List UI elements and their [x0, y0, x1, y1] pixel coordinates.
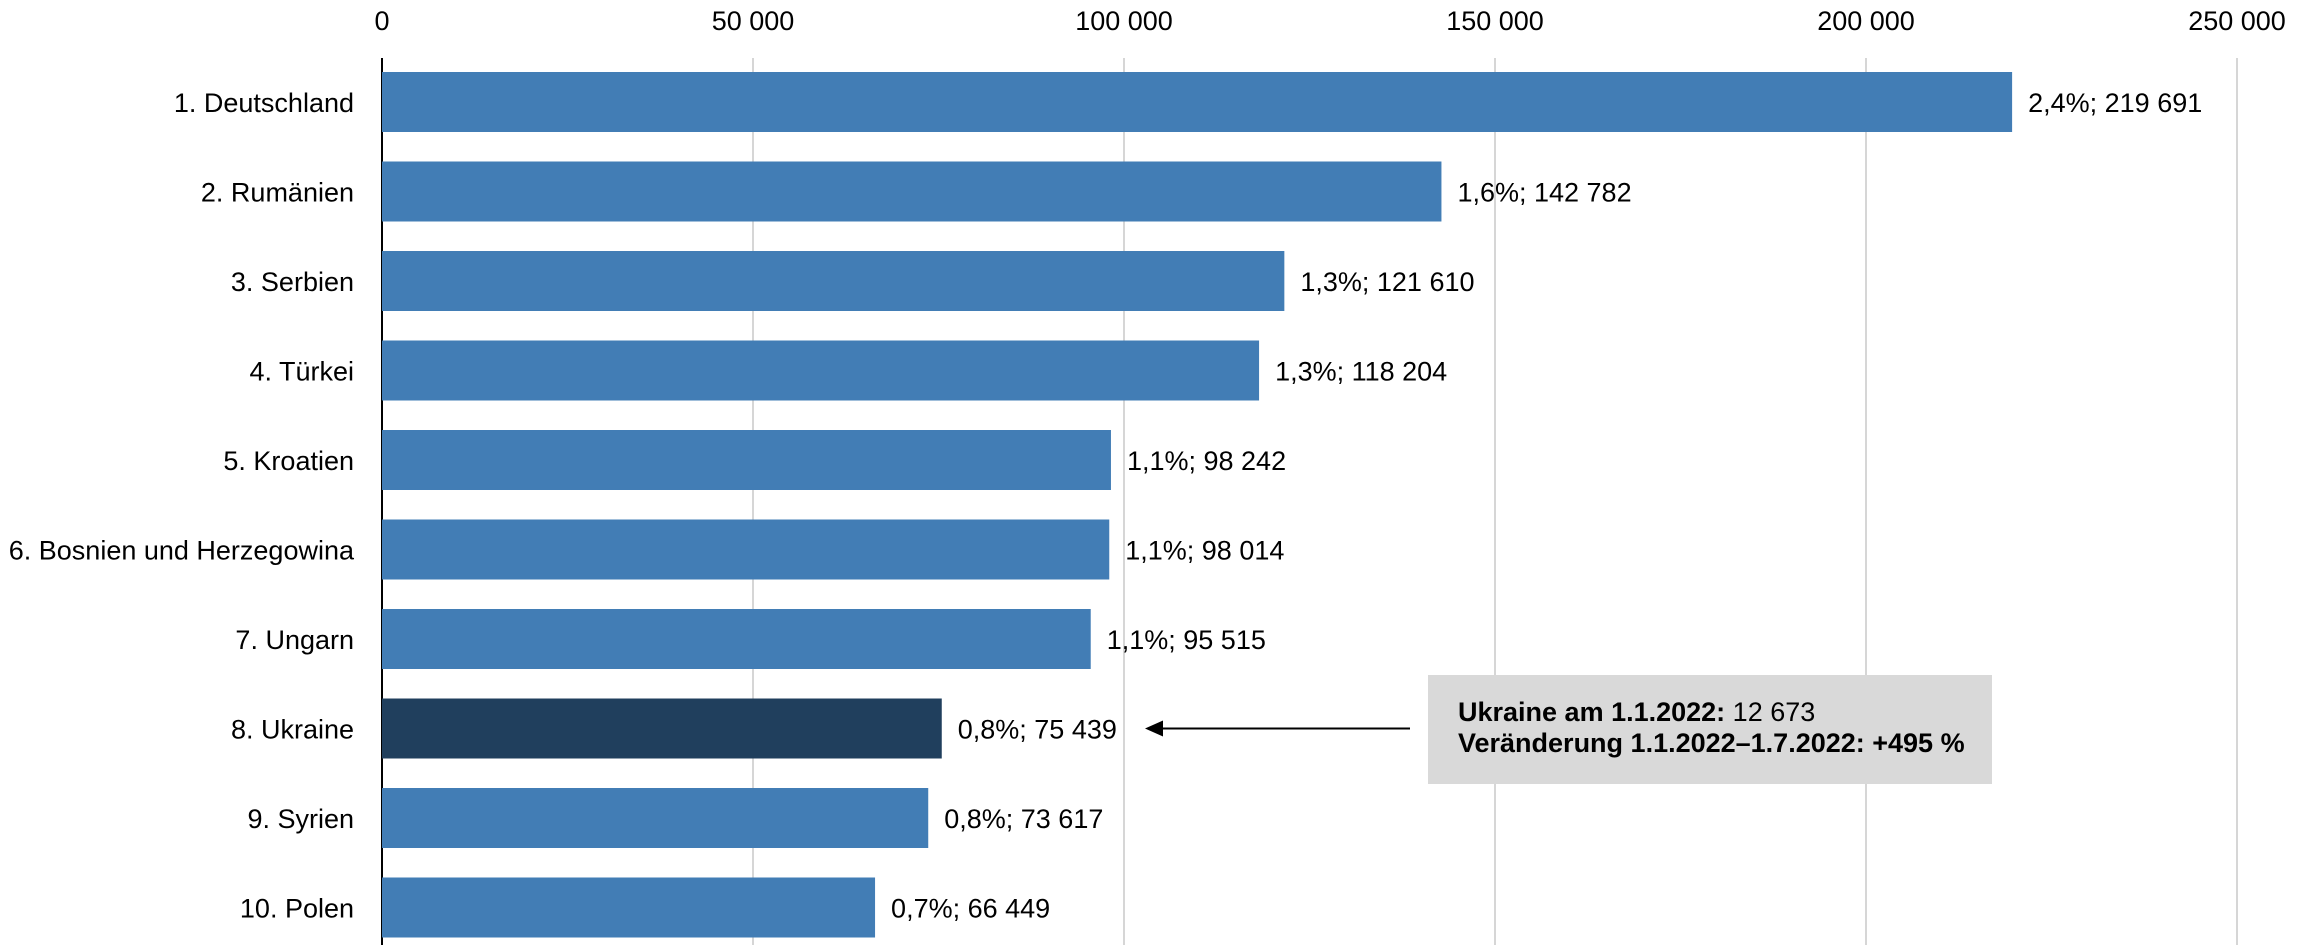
- data-label: 1,1%; 98 242: [1127, 446, 1286, 476]
- annotation-line-1-value: 12 673: [1725, 697, 1816, 727]
- data-labels: 2,4%; 219 691 1,6%; 142 782 1,3%; 121 610 1…: [891, 88, 2202, 924]
- data-label: 0,7%; 66 449: [891, 894, 1050, 924]
- category-label: 1. Deutschland: [174, 88, 354, 118]
- bar: [382, 788, 929, 848]
- annotation-line-1-label: Ukraine am 1.1.2022:: [1458, 697, 1726, 727]
- x-tick-label: 250 000: [2188, 6, 2286, 36]
- category-label: 3. Serbien: [231, 267, 354, 297]
- bar: [382, 430, 1111, 490]
- category-label: 7. Ungarn: [235, 625, 354, 655]
- bar: [382, 340, 1260, 401]
- bar: [382, 519, 1110, 580]
- data-label: 1,1%; 95 515: [1107, 625, 1266, 655]
- bar: [382, 609, 1091, 669]
- data-label: 1,3%; 118 204: [1275, 357, 1447, 387]
- data-label: 2,4%; 219 691: [2028, 88, 2202, 118]
- category-label: 6. Bosnien und Herzegowina: [9, 536, 355, 566]
- data-label: 1,6%; 142 782: [1457, 178, 1631, 208]
- bar: [382, 161, 1442, 222]
- bar: [382, 877, 876, 938]
- annotation-line-1: Ukraine am 1.1.2022: 12 673: [1458, 697, 1962, 728]
- category-label: 10. Polen: [240, 894, 354, 924]
- bars: [382, 72, 2013, 938]
- category-labels: 1. Deutschland 2. Rumänien 3. Serbien 4. Tü…: [9, 88, 355, 924]
- annotation-arrow-head: [1145, 720, 1163, 737]
- annotation-line-2-text: Veränderung 1.1.2022–1.7.2022: +495 %: [1458, 728, 1965, 758]
- category-label: 5. Kroatien: [223, 446, 354, 476]
- bar: [382, 72, 2013, 132]
- annotation-arrow: [1145, 720, 1410, 737]
- data-label: 0,8%; 75 439: [958, 715, 1117, 745]
- bar: [382, 698, 942, 759]
- data-label: 1,1%; 98 014: [1125, 536, 1284, 566]
- category-label: 2. Rumänien: [201, 178, 354, 208]
- x-tick-label: 0: [374, 6, 389, 36]
- x-tick-label: 200 000: [1817, 6, 1915, 36]
- x-tick-label: 150 000: [1446, 6, 1544, 36]
- bar: [382, 251, 1285, 311]
- data-label: 1,3%; 121 610: [1300, 267, 1474, 297]
- data-label: 0,8%; 73 617: [944, 804, 1103, 834]
- x-tick-label: 100 000: [1075, 6, 1173, 36]
- x-axis-ticks: 0 50 000 100 000 150 000 200 000 250 000: [374, 6, 2285, 36]
- category-label: 9. Syrien: [247, 804, 354, 834]
- category-label: 8. Ukraine: [231, 715, 354, 745]
- x-tick-label: 50 000: [712, 6, 795, 36]
- category-label: 4. Türkei: [249, 357, 354, 387]
- annotation-line-2: Veränderung 1.1.2022–1.7.2022: +495 %: [1458, 728, 1965, 759]
- ukraine-annotation-box: Ukraine am 1.1.2022: 12 673 Veränderung …: [1428, 675, 1992, 784]
